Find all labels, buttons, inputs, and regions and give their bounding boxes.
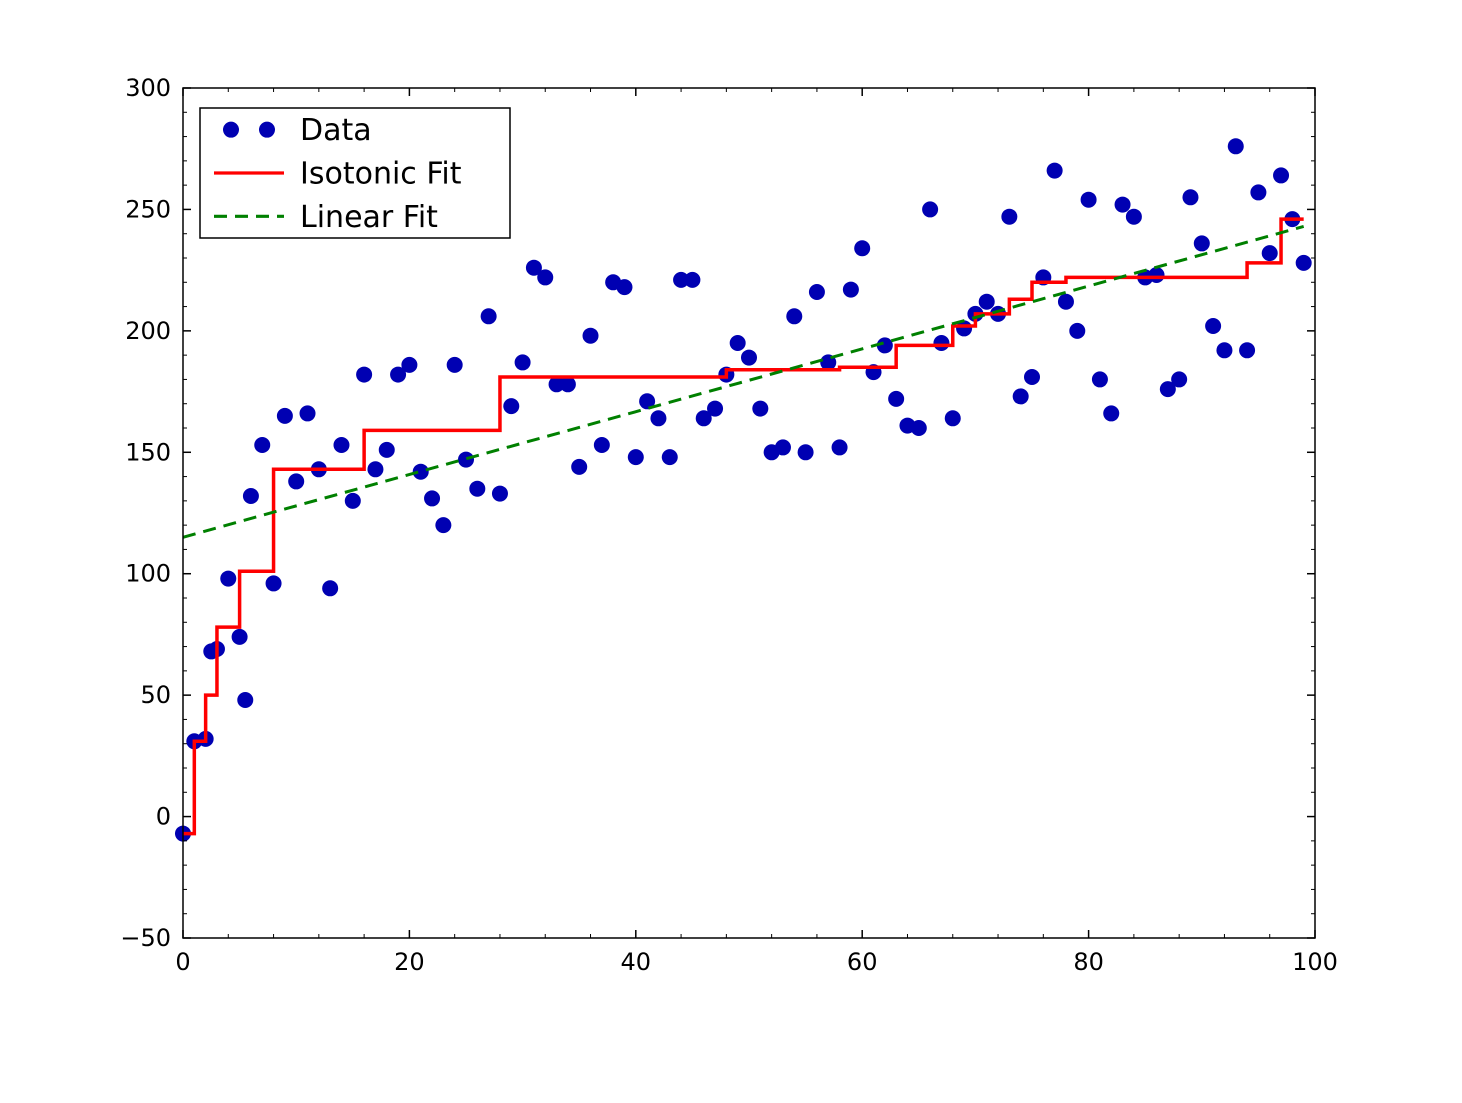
data-point — [832, 439, 848, 455]
data-point — [684, 272, 700, 288]
data-point — [277, 408, 293, 424]
data-point — [583, 328, 599, 344]
data-point — [447, 357, 463, 373]
ytick-label: 200 — [125, 317, 171, 345]
data-point — [1024, 369, 1040, 385]
data-point — [232, 629, 248, 645]
data-point — [1296, 255, 1312, 271]
data-point — [481, 308, 497, 324]
data-point — [1194, 235, 1210, 251]
data-point — [1092, 371, 1108, 387]
data-point — [254, 437, 270, 453]
data-point — [379, 442, 395, 458]
chart-svg: 020406080100−50050100150200250300DataIso… — [0, 0, 1462, 1103]
data-point — [401, 357, 417, 373]
data-point — [741, 350, 757, 366]
data-point — [1149, 267, 1165, 283]
xtick-label: 80 — [1073, 948, 1104, 976]
legend-label: Isotonic Fit — [300, 157, 462, 192]
data-point — [888, 391, 904, 407]
data-point — [911, 420, 927, 436]
data-point — [515, 354, 531, 370]
data-point — [300, 405, 316, 421]
data-point — [288, 473, 304, 489]
ytick-label: 100 — [125, 560, 171, 588]
data-point — [492, 486, 508, 502]
xtick-label: 60 — [847, 948, 878, 976]
data-point — [594, 437, 610, 453]
ytick-label: 50 — [140, 681, 171, 709]
data-point — [1250, 184, 1266, 200]
data-point — [1081, 192, 1097, 208]
data-point — [1216, 342, 1232, 358]
data-point — [843, 282, 859, 298]
data-point — [1228, 138, 1244, 154]
xtick-label: 100 — [1292, 948, 1338, 976]
xtick-label: 20 — [394, 948, 425, 976]
data-point — [322, 580, 338, 596]
xtick-label: 0 — [175, 948, 190, 976]
data-point — [571, 459, 587, 475]
data-point — [435, 517, 451, 533]
data-point — [345, 493, 361, 509]
data-point — [809, 284, 825, 300]
data-point — [628, 449, 644, 465]
data-point — [775, 439, 791, 455]
xtick-label: 40 — [621, 948, 652, 976]
data-point — [1013, 388, 1029, 404]
chart-container: 020406080100−50050100150200250300DataIso… — [0, 0, 1462, 1103]
data-point — [1058, 294, 1074, 310]
data-point — [1115, 197, 1131, 213]
data-point — [650, 410, 666, 426]
data-point — [798, 444, 814, 460]
ytick-label: 300 — [125, 74, 171, 102]
ytick-label: −50 — [120, 924, 171, 952]
data-point — [237, 692, 253, 708]
data-point — [616, 279, 632, 295]
data-point — [979, 294, 995, 310]
data-point — [933, 335, 949, 351]
data-point — [854, 240, 870, 256]
legend-marker — [223, 122, 239, 138]
legend-label: Data — [300, 113, 372, 148]
data-point — [356, 367, 372, 383]
data-point — [266, 575, 282, 591]
data-point — [424, 490, 440, 506]
data-point — [243, 488, 259, 504]
data-point — [367, 461, 383, 477]
ytick-label: 150 — [125, 438, 171, 466]
data-point — [662, 449, 678, 465]
data-point — [1103, 405, 1119, 421]
ytick-label: 250 — [125, 195, 171, 223]
data-point — [458, 452, 474, 468]
data-point — [1171, 371, 1187, 387]
data-point — [1273, 167, 1289, 183]
data-point — [469, 481, 485, 497]
data-point — [220, 571, 236, 587]
data-point — [537, 269, 553, 285]
data-point — [730, 335, 746, 351]
legend-label: Linear Fit — [300, 200, 438, 235]
data-point — [1047, 163, 1063, 179]
legend-marker — [259, 122, 275, 138]
ytick-label: 0 — [156, 803, 171, 831]
data-point — [1126, 209, 1142, 225]
data-point — [1182, 189, 1198, 205]
data-point — [707, 401, 723, 417]
data-point — [1001, 209, 1017, 225]
data-point — [752, 401, 768, 417]
data-point — [1239, 342, 1255, 358]
data-point — [922, 201, 938, 217]
data-point — [1069, 323, 1085, 339]
data-point — [333, 437, 349, 453]
data-point — [945, 410, 961, 426]
data-point — [1205, 318, 1221, 334]
data-point — [1262, 245, 1278, 261]
data-point — [503, 398, 519, 414]
data-point — [786, 308, 802, 324]
